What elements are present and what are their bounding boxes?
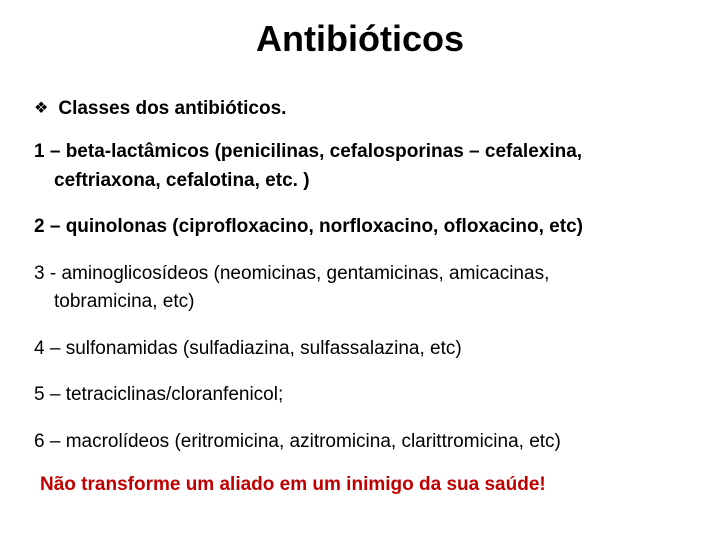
- warning-text: Não transforme um aliado em um inimigo d…: [28, 474, 692, 496]
- list-item: 1 – beta-lactâmicos (penicilinas, cefalo…: [28, 138, 692, 195]
- list-item-line1: 2 – quinolonas (ciprofloxacino, norfloxa…: [34, 216, 583, 237]
- list-item-line1: 1 – beta-lactâmicos (penicilinas, cefalo…: [34, 141, 582, 162]
- subtitle-row: ❖ Classes dos antibióticos.: [28, 98, 692, 120]
- list-item: 5 – tetraciclinas/cloranfenicol;: [28, 381, 692, 410]
- list-item: 6 – macrolídeos (eritromicina, azitromic…: [28, 428, 692, 457]
- list-item-line1: 4 – sulfonamidas (sulfadiazina, sulfassa…: [34, 338, 462, 359]
- list-item-line2: tobramicina, etc): [34, 288, 692, 317]
- item-list: 1 – beta-lactâmicos (penicilinas, cefalo…: [28, 138, 692, 456]
- list-item-line1: 5 – tetraciclinas/cloranfenicol;: [34, 384, 283, 405]
- list-item-line1: 3 - aminoglicosídeos (neomicinas, gentam…: [34, 263, 549, 284]
- list-item: 3 - aminoglicosídeos (neomicinas, gentam…: [28, 260, 692, 317]
- list-item: 4 – sulfonamidas (sulfadiazina, sulfassa…: [28, 335, 692, 364]
- list-item: 2 – quinolonas (ciprofloxacino, norfloxa…: [28, 213, 692, 242]
- diamond-bullet-icon: ❖: [34, 101, 48, 117]
- list-item-line1: 6 – macrolídeos (eritromicina, azitromic…: [34, 431, 561, 452]
- subtitle-text: Classes dos antibióticos.: [58, 98, 286, 120]
- list-item-line2: ceftriaxona, cefalotina, etc. ): [34, 167, 692, 196]
- page-title: Antibióticos: [28, 18, 692, 60]
